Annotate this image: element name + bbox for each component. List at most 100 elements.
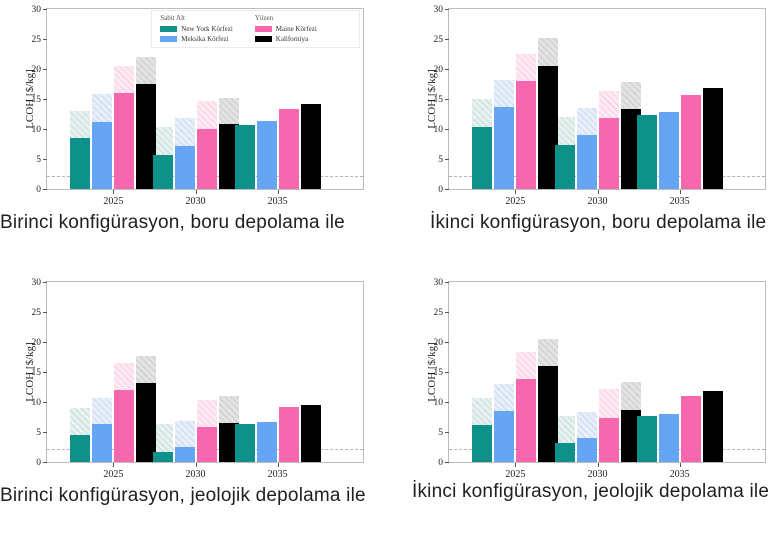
y-tick-mark [43,8,47,10]
x-tick-mark [277,463,279,467]
legend-item: New York Körfezi [160,25,233,33]
bar-New York Körfezi-2035 [636,114,657,189]
bar-Maine Körfezi-2025 [114,390,135,462]
bar-Meksika Körfezi-2030 [174,447,195,462]
legend-header: Yüzen [254,14,274,22]
y-tick-mark [445,158,449,160]
y-tick-label: 10 [31,398,42,408]
y-tick-label: 20 [433,338,444,348]
y-tick-label: 20 [31,338,42,348]
caption-config2-geologic: İkinci konfigürasyon, jeolojik depolama … [412,481,768,502]
x-tick-label: 2030 [587,196,608,207]
bar-chart-config2-geologic: LCOH [$/kg] 0 5 10 15 20 25 30 2025 2030 2035 [426,278,766,480]
bar-New York Körfezi-2025 [472,126,493,189]
y-tick-mark [43,158,47,160]
x-tick-mark [515,190,517,194]
legend-item: Kaliforniya [254,35,317,43]
y-tick-mark [43,341,47,343]
caption-config1-geologic: Birinci konfigürasyon, jeolojik depolama… [0,485,366,506]
figure-config1-pipe: LCOH [$/kg] 0 5 10 15 20 25 30 2025 2030 2035 Sabit… [0,0,384,234]
bar-chart-config2-pipe: LCOH [$/kg] 0 5 10 15 20 25 30 2025 2030 2035 [426,5,766,207]
bar-Meksika Körfezi-2030 [576,438,597,462]
bar-New York Körfezi-2030 [554,443,575,462]
legend-swatch-icon [160,36,178,42]
bar-New York Körfezi-2035 [234,124,255,189]
bar-Maine Körfezi-2030 [598,418,619,462]
bar-Maine Körfezi-2035 [680,396,701,462]
y-tick-label: 30 [31,5,42,15]
y-tick-mark [43,38,47,40]
y-tick-mark [445,68,449,70]
y-tick-label: 30 [433,278,444,288]
bar-chart-config1-pipe: LCOH [$/kg] 0 5 10 15 20 25 30 2025 2030 2035 Sabit… [24,5,364,207]
y-tick-mark [445,401,449,403]
x-tick-label: 2030 [185,196,206,207]
y-tick-label: 10 [433,398,444,408]
y-tick-label: 25 [433,308,444,318]
bar-Kaliforniya-2030 [620,109,641,189]
y-tick-mark [43,281,47,283]
legend-item: Meksika Körfezi [160,35,233,43]
y-tick-label: 25 [31,35,42,45]
bar-Meksika Körfezi-2025 [92,424,113,462]
bar-Kaliforniya-2030 [218,423,239,462]
bar-New York Körfezi-2025 [70,138,91,189]
y-tick-mark [43,188,47,190]
bar-Kaliforniya-2025 [136,383,157,462]
x-tick-label: 2025 [505,469,526,480]
x-tick-mark [515,463,517,467]
x-tick-label: 2035 [669,469,690,480]
bar-Kaliforniya-2035 [300,103,321,189]
bar-New York Körfezi-2035 [636,415,657,462]
x-tick-mark [277,190,279,194]
y-tick-mark [43,68,47,70]
legend-label: Maine Körfezi [275,25,317,33]
bar-Maine Körfezi-2035 [680,95,701,189]
x-tick-mark [113,190,115,194]
bar-Meksika Körfezi-2035 [658,414,679,462]
x-tick-mark [679,190,681,194]
y-tick-mark [445,38,449,40]
bar-Meksika Körfezi-2030 [174,145,195,189]
y-tick-mark [445,8,449,10]
y-tick-mark [445,128,449,130]
bar-New York Körfezi-2025 [70,435,91,462]
legend-label: New York Körfezi [181,25,233,33]
y-tick-mark [445,341,449,343]
bar-Meksika Körfezi-2025 [494,411,515,462]
x-tick-label: 2030 [185,469,206,480]
legend-swatch-icon [254,36,272,42]
bar-Kaliforniya-2035 [702,390,723,462]
y-tick-mark [43,98,47,100]
y-tick-label: 5 [36,155,41,165]
bar-Meksika Körfezi-2030 [576,135,597,189]
x-tick-mark [113,463,115,467]
x-tick-mark [597,190,599,194]
y-tick-label: 20 [31,65,42,75]
y-tick-mark [43,461,47,463]
y-tick-label: 30 [31,278,42,288]
caption-config2-pipe: İkinci konfigürasyon, boru depolama ile [430,212,767,233]
bar-Meksika Körfezi-2025 [494,106,515,189]
figure-config2-geologic: LCOH [$/kg] 0 5 10 15 20 25 30 2025 2030 2035 İkin… [402,273,768,503]
legend: Sabit Alt New York Körfezi Meksika Körfezi… [151,10,360,48]
y-tick-mark [445,188,449,190]
y-tick-mark [445,371,449,373]
figure-config1-geologic: LCOH [$/kg] 0 5 10 15 20 25 30 2025 2030 2035 Biri… [0,273,384,507]
bar-Kaliforniya-2035 [300,405,321,462]
y-tick-mark [43,401,47,403]
legend-header: Sabit Alt [160,14,185,22]
bar-Maine Körfezi-2035 [278,109,299,189]
x-tick-label: 2025 [103,469,124,480]
y-tick-mark [445,281,449,283]
y-tick-label: 0 [438,185,443,195]
x-tick-mark [195,463,197,467]
y-tick-mark [445,431,449,433]
bar-Meksika Körfezi-2035 [658,111,679,189]
y-tick-label: 0 [36,185,41,195]
bar-Kaliforniya-2035 [702,88,723,189]
legend-column: Sabit Alt New York Körfezi Meksika Körfezi [160,14,233,43]
y-tick-label: 5 [438,155,443,165]
legend-label: Meksika Körfezi [181,35,229,43]
